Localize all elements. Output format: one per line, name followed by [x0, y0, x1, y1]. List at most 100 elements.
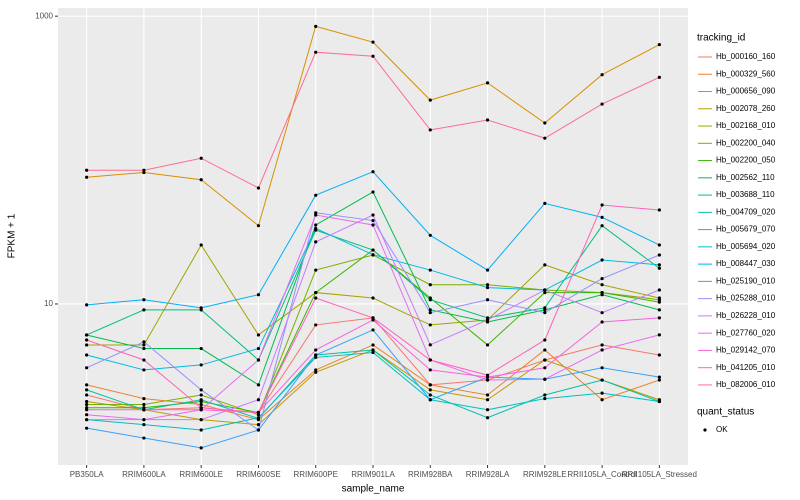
data-point — [657, 288, 661, 292]
data-point — [657, 266, 661, 270]
data-point — [371, 223, 375, 227]
data-point — [485, 81, 490, 85]
data-point — [428, 343, 432, 347]
data-point — [485, 393, 490, 397]
data-point — [85, 303, 89, 307]
data-point — [657, 399, 661, 404]
data-point — [543, 311, 547, 315]
data-point — [428, 323, 432, 327]
data-point — [256, 416, 261, 420]
data-point — [199, 446, 203, 450]
legend-label: Hb_008447_030 — [716, 259, 776, 268]
legend-label: Hb_082006_010 — [716, 380, 776, 389]
data-point — [199, 418, 203, 422]
data-point — [543, 366, 547, 370]
data-point — [428, 398, 432, 402]
data-point — [543, 306, 547, 310]
legend-label: Hb_025190_010 — [716, 276, 776, 285]
data-point — [371, 248, 375, 252]
data-point — [543, 290, 547, 295]
y-tick-label: 1000 — [35, 11, 53, 20]
data-point — [600, 258, 604, 262]
x-axis-title: sample_name — [342, 484, 405, 495]
data-point — [256, 333, 261, 337]
data-point — [371, 328, 375, 332]
data-point — [657, 375, 661, 379]
data-point — [142, 402, 146, 407]
data-point — [428, 308, 432, 312]
data-point — [314, 323, 318, 327]
legend-label: Hb_025288_010 — [716, 294, 776, 303]
data-point — [85, 418, 89, 422]
data-point — [199, 428, 203, 432]
legend-label: Hb_000329_560 — [716, 69, 776, 78]
x-tick-label: RRIM600LE — [179, 470, 223, 479]
data-point — [314, 370, 318, 374]
data-point — [256, 293, 261, 297]
data-point — [428, 128, 432, 132]
x-tick-label: RRII105LA_Stressed — [622, 470, 697, 479]
data-point — [657, 75, 661, 79]
data-point — [85, 343, 89, 347]
data-point — [657, 333, 661, 337]
data-point — [371, 296, 375, 300]
data-point — [428, 393, 432, 397]
data-point — [142, 308, 146, 312]
data-point — [142, 168, 146, 172]
data-point — [199, 398, 203, 402]
data-point — [314, 24, 318, 28]
data-point — [600, 102, 604, 106]
data-point — [142, 298, 146, 302]
data-point — [657, 308, 661, 312]
x-tick-label: RRIM928BA — [408, 470, 453, 479]
x-tick-label: RRIM600LA — [122, 470, 166, 479]
data-point — [85, 168, 89, 172]
data-point — [600, 378, 604, 382]
data-point — [256, 186, 261, 190]
data-point — [314, 193, 318, 197]
legend-label: Hb_002078_260 — [716, 104, 776, 113]
data-point — [142, 340, 146, 344]
data-point — [85, 426, 89, 430]
data-point — [85, 353, 89, 357]
data-point — [199, 306, 203, 310]
legend-label: Hb_029142_070 — [716, 346, 776, 355]
data-point — [485, 118, 490, 122]
data-point — [543, 201, 547, 205]
x-tick-label: PB350LA — [70, 470, 104, 479]
data-point — [85, 408, 89, 412]
data-point — [199, 393, 203, 397]
data-point — [142, 436, 146, 440]
data-point — [600, 203, 604, 207]
legend-label: Hb_002562_110 — [716, 173, 775, 182]
data-point — [85, 338, 89, 342]
data-point — [371, 40, 375, 44]
data-point — [428, 233, 432, 237]
data-point — [543, 121, 547, 125]
legend-label: Hb_041205_010 — [716, 363, 776, 372]
x-tick-label: RRIM600PE — [293, 470, 337, 479]
data-point — [600, 391, 604, 395]
data-point — [314, 368, 318, 372]
data-point — [314, 290, 318, 295]
legend-label: Hb_004709_020 — [716, 207, 776, 216]
data-point — [543, 288, 547, 292]
data-point — [85, 333, 89, 337]
data-point — [657, 316, 661, 320]
data-point — [600, 224, 604, 228]
x-tick-label: RRII105LA_Control — [567, 470, 637, 479]
x-tick-label: RRIM600SE — [236, 470, 280, 479]
data-point — [314, 50, 318, 54]
data-point — [85, 402, 89, 407]
y-tick-label: 10 — [44, 299, 53, 308]
data-point — [657, 378, 661, 382]
data-point — [85, 388, 89, 392]
data-point — [371, 170, 375, 174]
data-point — [199, 363, 203, 367]
data-point — [256, 346, 261, 351]
data-point — [314, 348, 318, 352]
data-point — [600, 320, 604, 324]
data-point — [314, 213, 318, 217]
data-point — [543, 263, 547, 267]
